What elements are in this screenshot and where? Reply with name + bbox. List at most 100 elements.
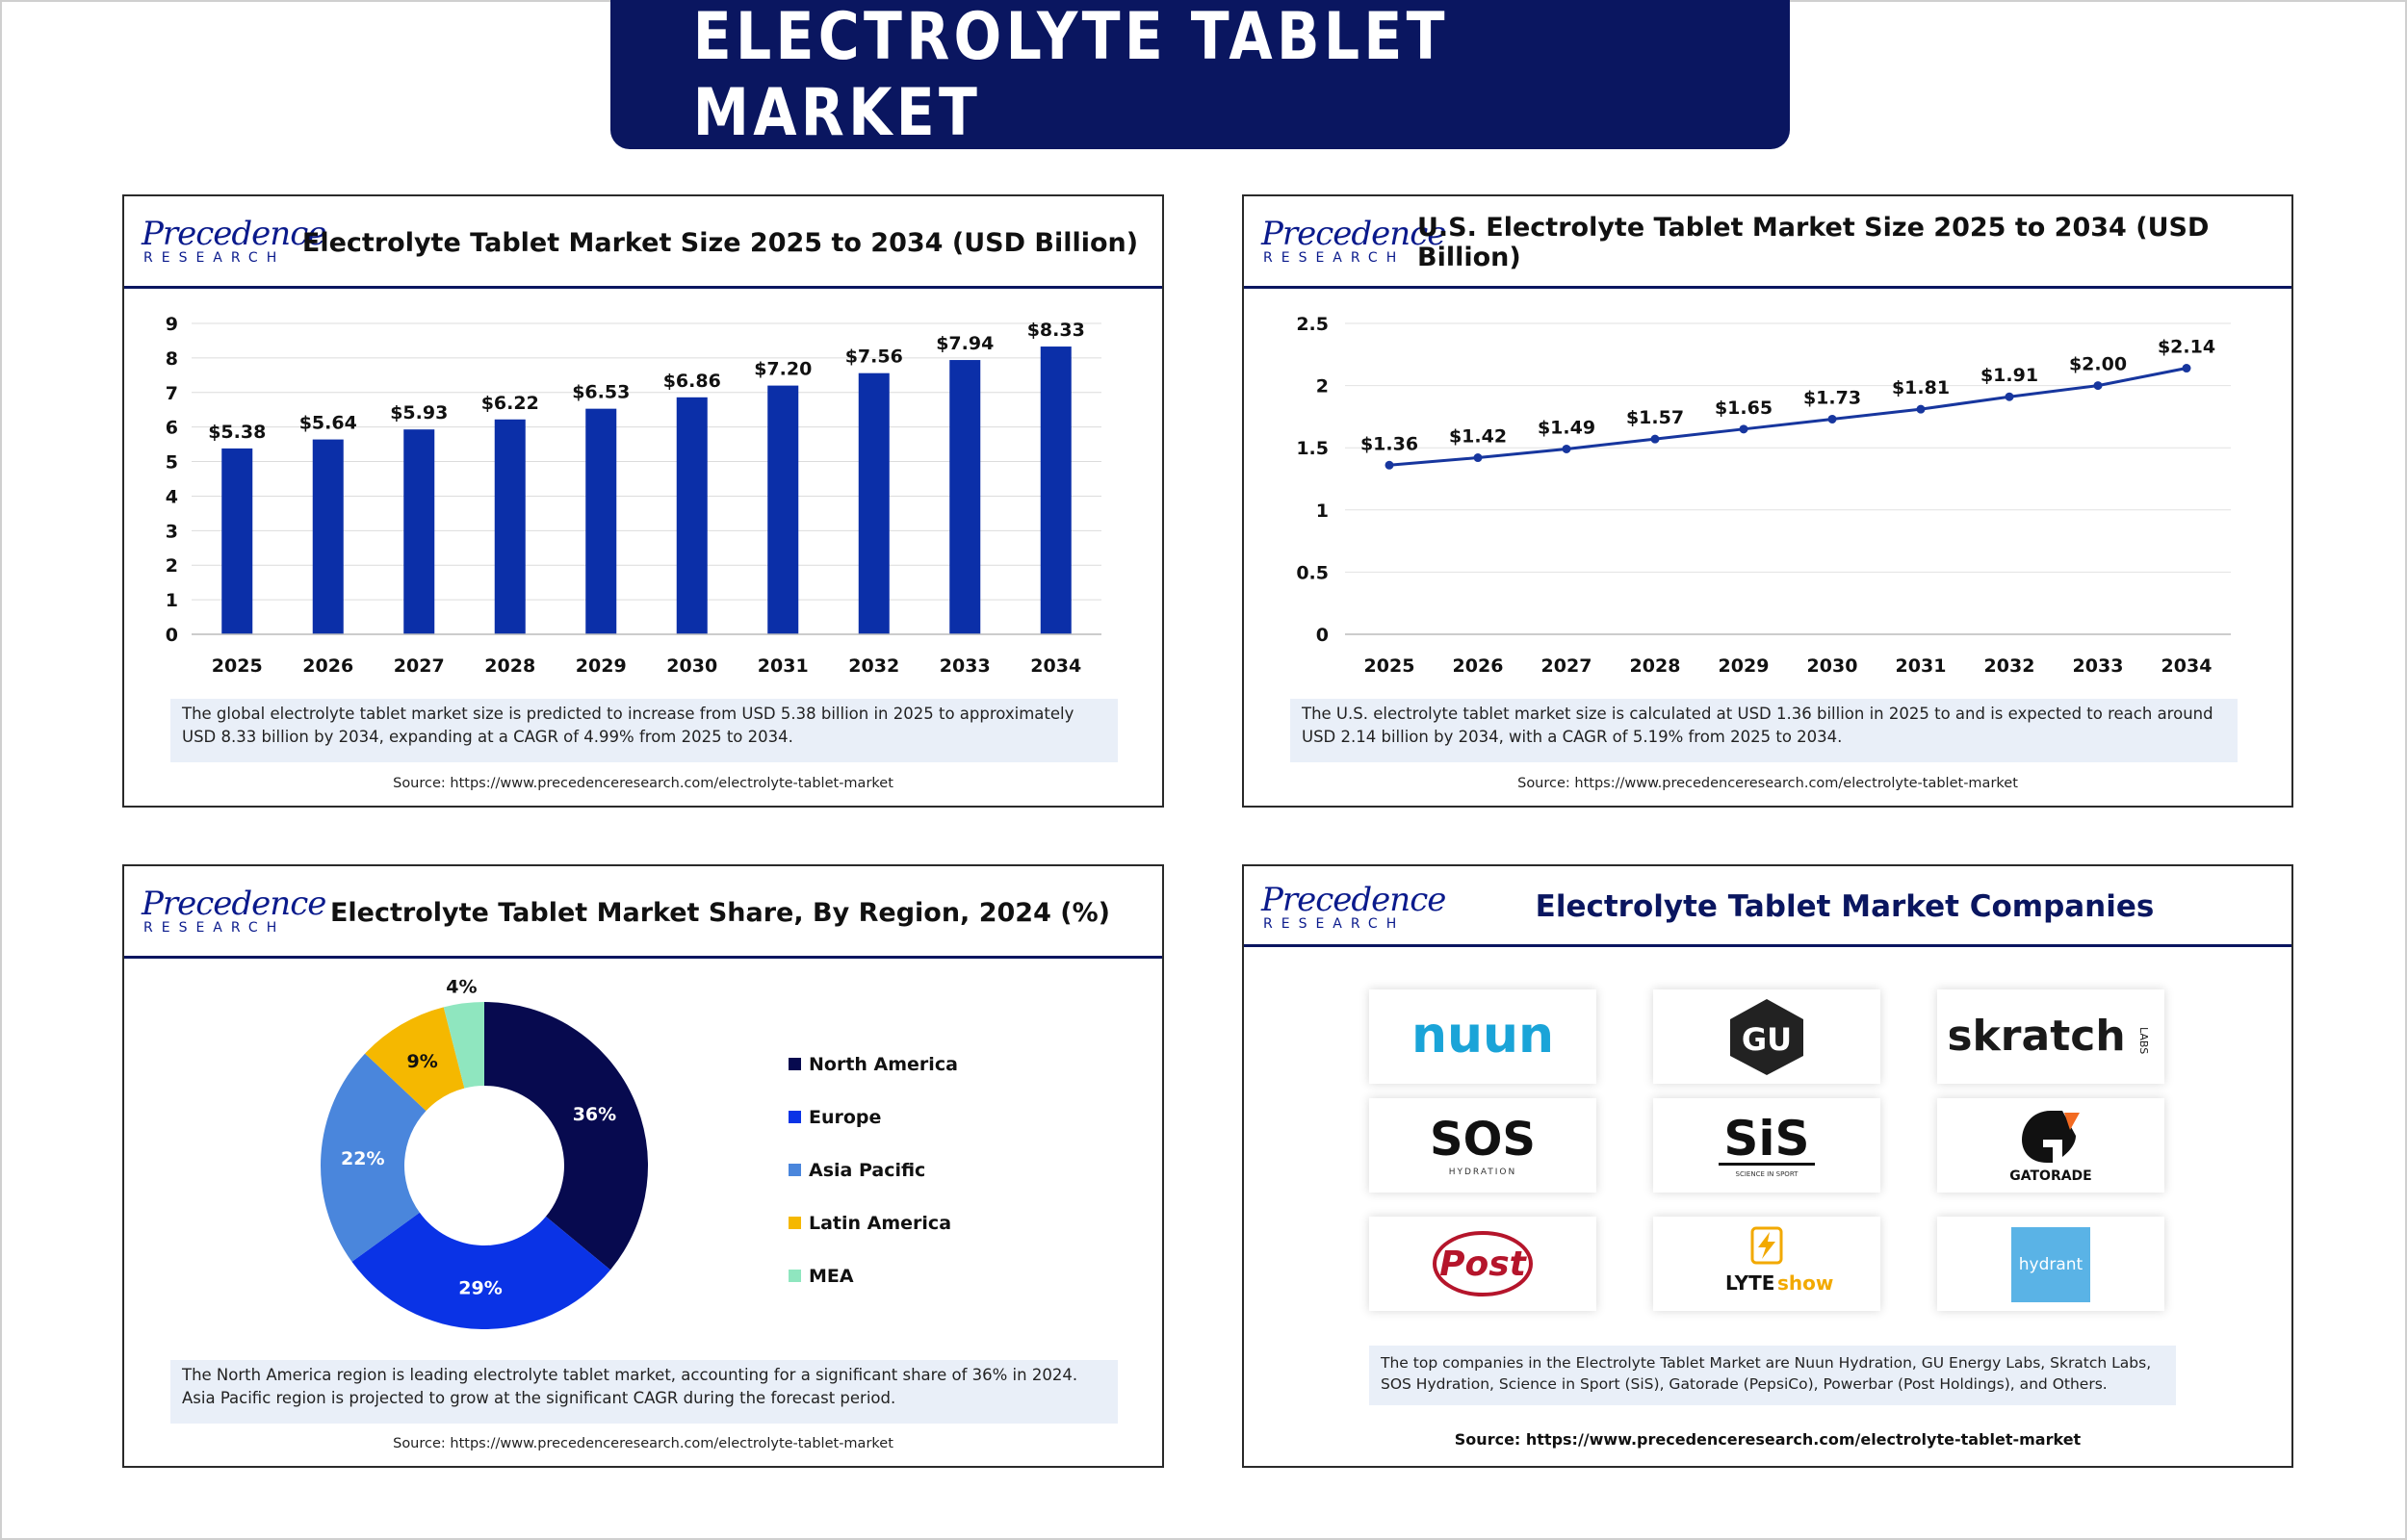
legend-entry: Latin America — [789, 1196, 958, 1249]
sos-logo-tile: SOS HYDRATION — [1369, 1098, 1596, 1193]
nuun-logo: nuun — [1411, 1008, 1554, 1065]
line-point — [2093, 381, 2103, 391]
legend-swatch — [789, 1270, 801, 1282]
point-value-label: $1.91 — [1980, 365, 2038, 386]
panel-source: Source: https://www.precedenceresearch.c… — [393, 776, 893, 791]
pie-slice — [351, 1212, 610, 1330]
slice-label: 4% — [446, 976, 477, 997]
y-tick-label: 0 — [1316, 625, 1329, 646]
legend-entry: Europe — [789, 1091, 958, 1143]
x-tick-label: 2025 — [1364, 655, 1415, 677]
legend-entry: North America — [789, 1038, 958, 1091]
bar-value-label: $5.93 — [390, 402, 448, 424]
y-tick-label: 1.5 — [1296, 438, 1329, 459]
pie-slice — [321, 1053, 427, 1262]
x-tick-label: 2026 — [1453, 655, 1504, 677]
y-tick-label: 6 — [166, 418, 178, 439]
svg-text:nuun: nuun — [1411, 1008, 1554, 1065]
region-donut-chart: 36% 29% 22% 9% 4% — [321, 976, 649, 1330]
x-tick-label: 2030 — [666, 655, 717, 677]
post-logo-tile: Post — [1369, 1217, 1596, 1311]
x-tick-label: 2029 — [576, 655, 627, 677]
svg-text:SiS: SiS — [1723, 1111, 1809, 1167]
panel-header: Precedence RESEARCH Electrolyte Tablet M… — [1244, 866, 2291, 947]
svg-text:SCIENCE IN SPORT: SCIENCE IN SPORT — [1736, 1170, 1799, 1178]
precedence-logo: Precedence RESEARCH — [1261, 881, 1446, 932]
page-banner: ELECTROLYTE TABLET MARKET — [610, 0, 1790, 151]
line-point — [1562, 444, 1571, 453]
global-bar-chart: 0 1 2 3 4 5 6 7 8 9 $5.38 2025 $5.64 2026 $5.93 2027 $6.… — [166, 314, 1101, 677]
x-tick-label: 2033 — [940, 655, 991, 677]
point-value-label: $1.65 — [1715, 398, 1773, 419]
hydrant-logo: hydrant — [2011, 1227, 2090, 1302]
slice-label: 36% — [573, 1104, 616, 1125]
y-tick-label: 9 — [166, 314, 178, 335]
slice-label: 29% — [458, 1277, 502, 1298]
gu-logo: GU — [1730, 999, 1803, 1075]
panel-summary: The U.S. electrolyte tablet market size … — [1290, 699, 2238, 762]
x-tick-label: 2033 — [2073, 655, 2124, 677]
pie-slice — [365, 1007, 465, 1112]
y-tick-label: 0.5 — [1296, 562, 1329, 583]
point-value-label: $1.42 — [1449, 426, 1507, 448]
pie-slice — [484, 1002, 649, 1270]
x-tick-label: 2027 — [394, 655, 445, 677]
bar-value-label: $7.56 — [845, 346, 903, 368]
gatorade-logo-tile: GATORADE — [1937, 1098, 2164, 1193]
bar-value-label: $5.64 — [299, 413, 357, 434]
legend-swatch — [789, 1111, 801, 1123]
post-logo: Post — [1433, 1231, 1533, 1296]
x-tick-label: 2032 — [1984, 655, 2035, 677]
svg-text:Post: Post — [1439, 1245, 1528, 1284]
us-line-chart: 0 0.5 1 1.5 2 2.5 $1.36 2025 $1.42 2026 $1.49 2027 $… — [1296, 314, 2231, 677]
point-value-label: $2.00 — [2069, 354, 2127, 375]
bar-value-label: $6.22 — [481, 393, 539, 414]
legend-swatch — [789, 1217, 801, 1229]
panel-title: Electrolyte Tablet Market Companies — [1535, 889, 2155, 924]
x-tick-label: 2028 — [484, 655, 535, 677]
legend-swatch — [789, 1058, 801, 1070]
panel-source: Source: https://www.precedenceresearch.c… — [393, 1436, 893, 1451]
x-tick-label: 2025 — [212, 655, 263, 677]
panel-header: Precedence RESEARCH U.S. Electrolyte Tab… — [1244, 196, 2291, 289]
bar — [767, 385, 799, 634]
panel-source: Source: https://www.precedenceresearch.c… — [1454, 1430, 2082, 1449]
region-legend: North America Europe Asia Pacific Latin Ame… — [789, 1038, 958, 1302]
bar-value-label: $5.38 — [208, 422, 266, 443]
y-tick-label: 7 — [166, 383, 178, 404]
bar-value-label: $6.53 — [572, 382, 630, 403]
bar — [1040, 346, 1072, 634]
y-tick-label: 2.5 — [1296, 314, 1329, 335]
point-value-label: $1.49 — [1538, 417, 1595, 438]
svg-text:show: show — [1777, 1271, 1833, 1295]
panel-title: Electrolyte Tablet Market Share, By Regi… — [329, 897, 1110, 928]
pie-slice — [443, 1002, 484, 1089]
sis-logo-tile: SiS SCIENCE IN SPORT — [1653, 1098, 1880, 1193]
y-tick-label: 4 — [166, 486, 178, 507]
x-tick-label: 2028 — [1630, 655, 1681, 677]
legend-swatch — [789, 1164, 801, 1176]
legend-label: Asia Pacific — [809, 1159, 926, 1181]
series-line — [1388, 367, 2187, 467]
bar — [949, 360, 981, 634]
point-value-label: $1.73 — [1803, 387, 1861, 408]
x-tick-label: 2034 — [1030, 655, 1081, 677]
svg-text:LYTE: LYTE — [1725, 1271, 1774, 1295]
svg-text:hydrant: hydrant — [2019, 1255, 2083, 1274]
page-title: ELECTROLYTE TABLET MARKET — [692, 0, 1449, 151]
x-tick-label: 2032 — [848, 655, 899, 677]
legend-label: Europe — [809, 1106, 882, 1128]
point-value-label: $2.14 — [2158, 337, 2215, 358]
bar-value-label: $6.86 — [663, 371, 721, 392]
line-point — [1473, 453, 1483, 463]
y-tick-label: 1 — [1316, 500, 1329, 522]
slice-label: 9% — [406, 1051, 437, 1072]
gatorade-logo: GATORADE — [2009, 1111, 2092, 1184]
bar — [858, 372, 890, 634]
line-point — [2182, 364, 2191, 373]
line-point — [1739, 424, 1748, 434]
y-tick-label: 5 — [166, 452, 178, 474]
lyteshow-logo-tile: LYTE show — [1653, 1217, 1880, 1311]
bar-value-label: $7.20 — [754, 359, 812, 380]
region-share-panel: Precedence RESEARCH Electrolyte Tablet M… — [122, 864, 1164, 1468]
